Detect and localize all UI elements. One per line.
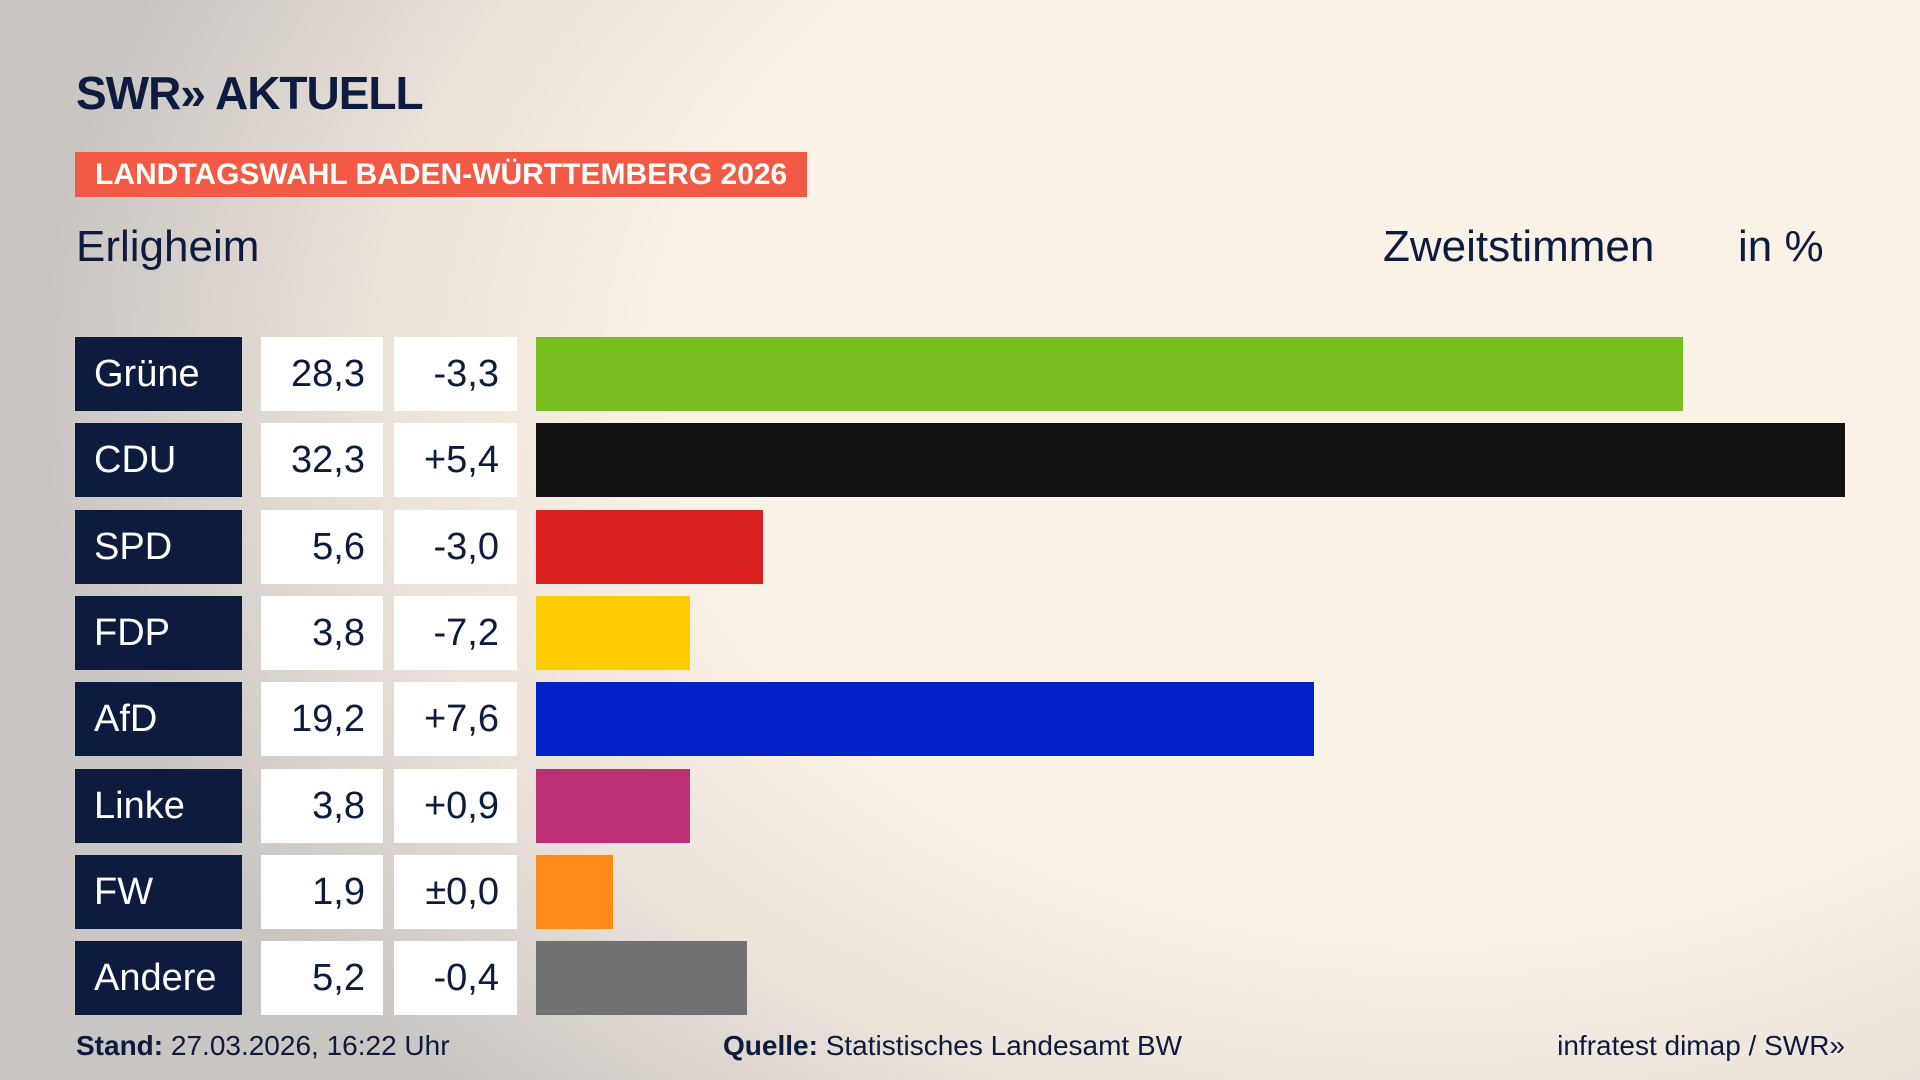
change-label: -3,3 xyxy=(394,337,517,411)
value-label: 3,8 xyxy=(261,768,383,843)
value-label: 1,9 xyxy=(261,854,383,929)
party-label: Linke xyxy=(75,768,242,843)
stand: Stand: 27.03.2026, 16:22 Uhr xyxy=(76,1030,450,1062)
value-label: 3,8 xyxy=(261,595,383,670)
bar xyxy=(536,509,763,584)
party-label: AfD xyxy=(75,682,242,757)
source-label: Quelle: xyxy=(723,1030,818,1061)
change-label: +0,9 xyxy=(394,768,517,843)
bar xyxy=(536,854,613,929)
change-label: +7,6 xyxy=(394,682,517,757)
banner: LANDTAGSWAHL BADEN-WÜRTTEMBERG 2026 xyxy=(75,152,808,197)
party-label: Grüne xyxy=(75,337,242,411)
bar xyxy=(536,595,690,670)
measure-label: Zweitstimmen xyxy=(1383,222,1655,271)
party-label: Andere xyxy=(75,941,242,1016)
source-value: Statistisches Landesamt BW xyxy=(825,1030,1183,1061)
party-label: CDU xyxy=(75,423,242,498)
value-label: 5,6 xyxy=(261,509,383,584)
bar xyxy=(536,337,1683,411)
stand-label: Stand: xyxy=(76,1030,164,1061)
party-label: FW xyxy=(75,854,242,929)
bar xyxy=(536,682,1315,757)
unit-label: in % xyxy=(1738,222,1824,271)
bar xyxy=(536,768,690,843)
value-label: 5,2 xyxy=(261,941,383,1016)
change-label: -3,0 xyxy=(394,509,517,584)
change-label: -0,4 xyxy=(394,941,517,1016)
party-label: FDP xyxy=(75,595,242,670)
value-label: 28,3 xyxy=(261,337,383,411)
change-label: -7,2 xyxy=(394,595,517,670)
logo: SWR» AKTUELL xyxy=(76,67,424,119)
value-label: 32,3 xyxy=(261,423,383,498)
bar xyxy=(536,941,747,1016)
credit: infratest dimap / SWR» xyxy=(1557,1030,1845,1061)
chart-title: Erligheim xyxy=(76,222,260,271)
value-label: 19,2 xyxy=(261,682,383,757)
source: Quelle: Statistisches Landesamt BW xyxy=(723,1030,1182,1062)
bar xyxy=(536,423,1845,498)
change-label: +5,4 xyxy=(394,423,517,498)
stand-value: 27.03.2026, 16:22 Uhr xyxy=(170,1030,450,1061)
change-label: ±0,0 xyxy=(394,854,517,929)
party-label: SPD xyxy=(75,509,242,584)
